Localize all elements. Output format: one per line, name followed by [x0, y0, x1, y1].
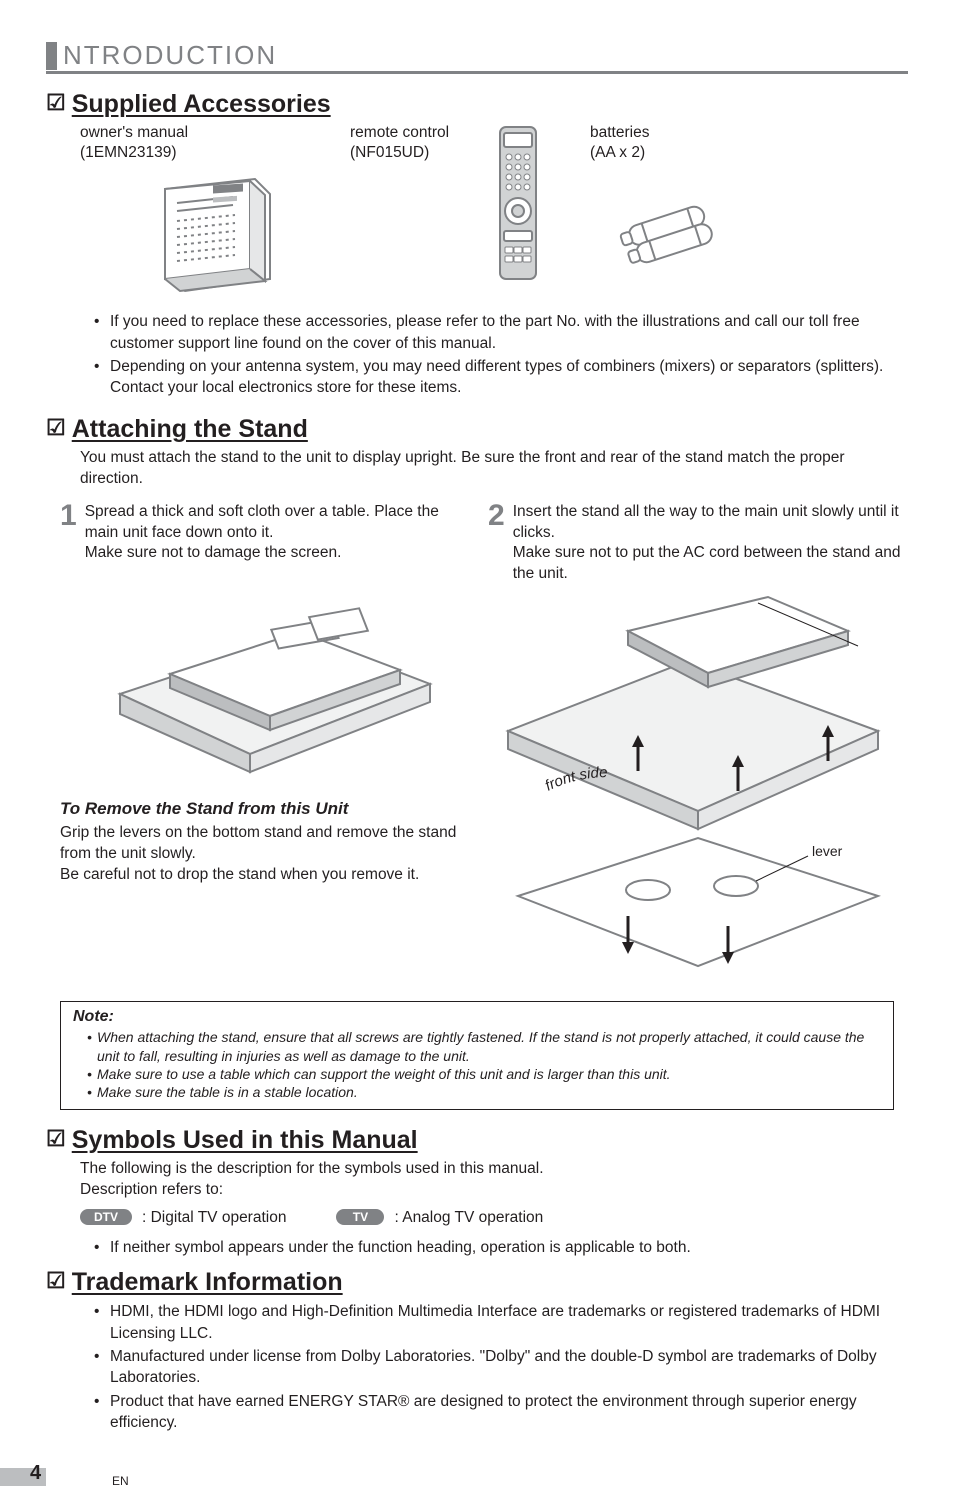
page-number: 4: [30, 1462, 41, 1485]
trademark-heading: Trademark Information: [72, 1268, 343, 1297]
step-text: Insert the stand all the way to the main…: [513, 503, 899, 541]
section-header: NTRODUCTION: [46, 40, 908, 74]
check-icon: ☑: [46, 1128, 66, 1150]
accessory-label: owner's manual: [80, 123, 350, 143]
section-header-title: NTRODUCTION: [63, 40, 277, 71]
dtv-label: : Digital TV operation: [142, 1209, 286, 1227]
step-1-col: 1 Spread a thick and soft cloth over a t…: [60, 502, 468, 992]
remove-stand-p1: Grip the levers on the bottom stand and …: [60, 823, 468, 865]
step-text: Make sure not to put the AC cord between…: [513, 544, 901, 582]
remove-stand-title: To Remove the Stand from this Unit: [60, 799, 468, 819]
supplied-heading-row: ☑ Supplied Accessories: [46, 90, 908, 119]
accessories-row: owner's manual (1EMN23139): [80, 123, 908, 299]
accessory-col: owner's manual (1EMN23139): [80, 123, 350, 299]
check-icon: ☑: [46, 417, 66, 439]
section-header-bar: [46, 42, 57, 70]
accessory-sub: (1EMN23139): [80, 143, 350, 163]
batteries-illustration: [590, 193, 750, 273]
list-item: Product that have earned ENERGY STAR® ar…: [94, 1391, 908, 1434]
supplied-bullets: If you need to replace these accessories…: [94, 311, 908, 399]
note-box: Note: When attaching the stand, ensure t…: [60, 1001, 894, 1110]
accessory-col: remote control (NF015UD): [350, 123, 590, 299]
page-number-area: 4 EN: [0, 1468, 129, 1486]
tv-label: : Analog TV operation: [394, 1209, 543, 1227]
trademark-heading-row: ☑ Trademark Information: [46, 1268, 908, 1297]
symbols-p1: The following is the description for the…: [80, 1159, 908, 1180]
note-list: When attaching the stand, ensure that al…: [87, 1028, 881, 1101]
list-item: Make sure the table is in a stable locat…: [87, 1083, 881, 1101]
lever-label: lever: [812, 843, 843, 859]
tv-pill: TV: [336, 1209, 384, 1225]
attaching-heading-row: ☑ Attaching the Stand: [46, 415, 908, 444]
lever-illustration: lever: [488, 826, 908, 991]
remote-illustration: [490, 123, 546, 288]
manual-illustration: [80, 169, 350, 299]
step-2-col: 2 Insert the stand all the way to the ma…: [488, 502, 908, 992]
note-title: Note:: [73, 1008, 881, 1026]
list-item: If you need to replace these accessories…: [94, 311, 908, 354]
symbols-heading: Symbols Used in this Manual: [72, 1126, 418, 1155]
list-item: If neither symbol appears under the func…: [94, 1237, 908, 1258]
step-text: Make sure not to damage the screen.: [85, 544, 342, 561]
supplied-heading: Supplied Accessories: [72, 90, 331, 119]
step-text: Spread a thick and soft cloth over a tab…: [85, 503, 439, 541]
list-item: When attaching the stand, ensure that al…: [87, 1028, 881, 1064]
trademark-bullets: HDMI, the HDMI logo and High-Definition …: [94, 1301, 908, 1433]
list-item: Make sure to use a table which can suppo…: [87, 1065, 881, 1083]
check-icon: ☑: [46, 92, 66, 114]
list-item: Manufactured under license from Dolby La…: [94, 1346, 908, 1389]
accessory-label: remote control: [350, 123, 590, 143]
accessory-sub: (NF015UD): [350, 143, 590, 163]
accessory-col: batteries (AA x 2): [590, 123, 750, 299]
step1-illustration: [100, 574, 468, 779]
step-number: 1: [60, 502, 77, 529]
attaching-intro: You must attach the stand to the unit to…: [80, 448, 908, 490]
list-item: Depending on your antenna system, you ma…: [94, 356, 908, 399]
language-label: EN: [112, 1474, 129, 1488]
symbols-heading-row: ☑ Symbols Used in this Manual: [46, 1126, 908, 1155]
remove-stand-p2: Be careful not to drop the stand when yo…: [60, 865, 468, 886]
symbols-p2: Description refers to:: [80, 1180, 908, 1201]
accessory-sub: (AA x 2): [590, 143, 750, 163]
symbol-line: DTV : Digital TV operation TV : Analog T…: [80, 1209, 908, 1227]
step-number: 2: [488, 502, 505, 529]
attaching-heading: Attaching the Stand: [72, 415, 308, 444]
symbols-bullets: If neither symbol appears under the func…: [94, 1237, 908, 1258]
dtv-pill: DTV: [80, 1209, 132, 1225]
list-item: HDMI, the HDMI logo and High-Definition …: [94, 1301, 908, 1344]
check-icon: ☑: [46, 1270, 66, 1292]
accessory-label: batteries: [590, 123, 750, 143]
step2-illustration: front side: [488, 591, 908, 836]
